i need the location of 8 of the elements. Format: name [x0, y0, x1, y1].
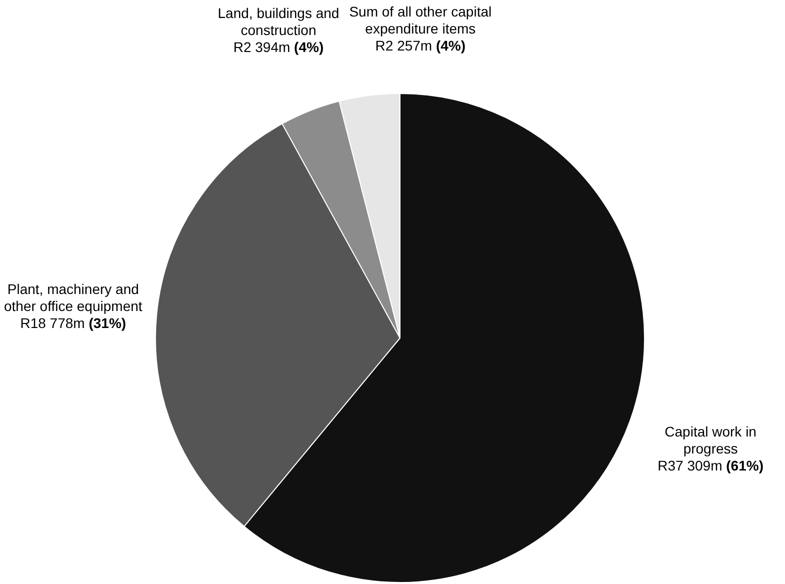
data-label: R37 309m (61%) [658, 458, 764, 474]
slice-label: Plant, machinery and other office equipment [4, 280, 142, 314]
slice-label: Sum of all other capital expenditure items [349, 3, 492, 36]
slice-label: Capital work in progress [664, 424, 756, 457]
data-label: R2 394m (4%) [233, 38, 324, 55]
data-label: R2 257m (4%) [375, 37, 466, 54]
data-label: R18 778m (31%) [20, 314, 126, 331]
slice-label: Land, buildings and construction [218, 4, 340, 38]
